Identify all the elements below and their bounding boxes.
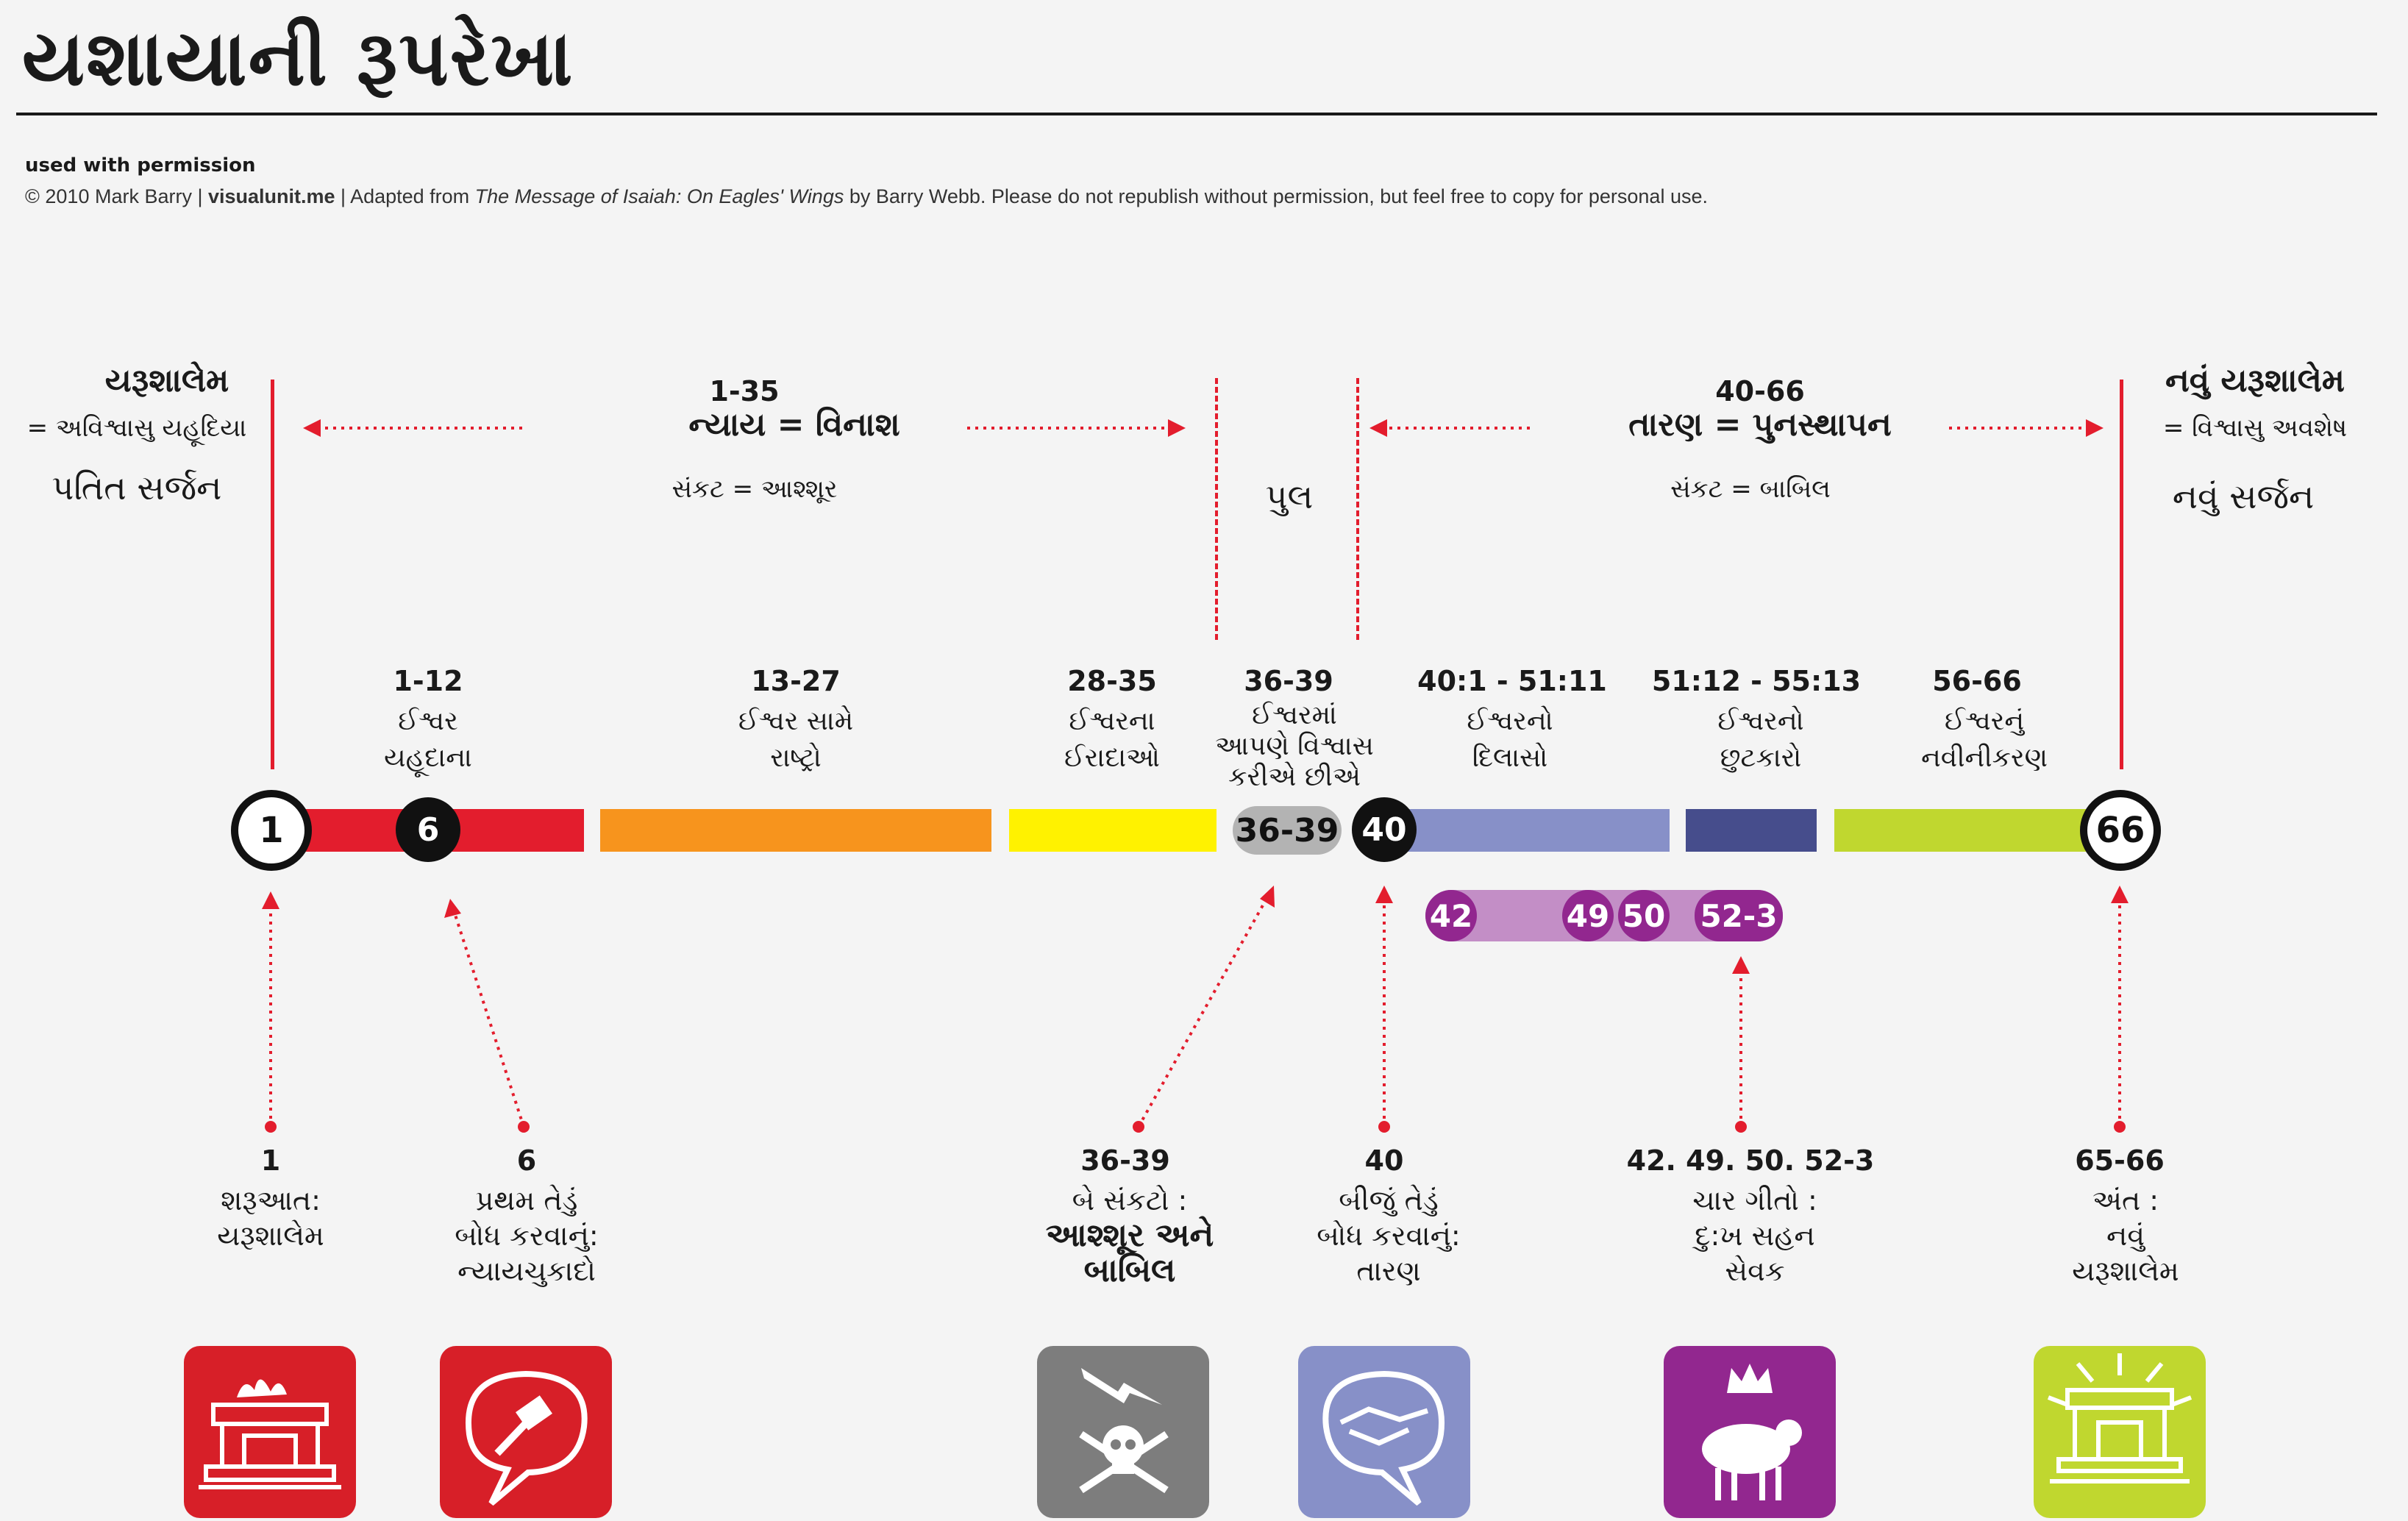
subnode-49: 49: [1562, 890, 1614, 941]
title-rule: [16, 113, 2377, 115]
radiant-temple-icon: [2034, 1346, 2206, 1518]
segment-name-2: ઈશ્વર સામે રાષ્ટ્રો: [738, 706, 854, 773]
bar-nations: [600, 809, 991, 852]
right-head: નવું યરૂશાલેમ: [2165, 362, 2345, 399]
salvation-sub: સંકટ = બાબિલ: [1670, 474, 1831, 504]
bottom-num-1: 1: [260, 1144, 281, 1177]
node-66: 66: [2080, 790, 2161, 871]
bridge-label: પુલ: [1265, 477, 1314, 516]
subnode-52-3: 52-3: [1695, 890, 1783, 941]
bottom-num-4: 40: [1364, 1144, 1404, 1177]
segment-num-3: 28-35: [1067, 665, 1157, 697]
salvation-num: 40-66: [1715, 375, 1805, 407]
segment-num-5: 40:1 - 51:11: [1417, 665, 1607, 697]
node-36-39: 36-39: [1233, 806, 1342, 855]
gavel-speech-icon: [440, 1346, 612, 1518]
handshake-speech-icon: [1298, 1346, 1470, 1518]
bridge-dash-left: [1215, 378, 1218, 640]
segment-num-7: 56-66: [1932, 665, 2022, 697]
temple-fire-icon: [184, 1346, 356, 1518]
bottom-text-1: શરૂઆત: યરૂશાલેમ: [217, 1184, 324, 1252]
segment-name-3: ઈશ્વરના ઈરાદાઓ: [1064, 706, 1160, 773]
crown-lamb-icon: [1664, 1346, 1836, 1518]
segment-name-4: ઈશ્વરમાં આપણે વિશ્વાસ કરીએ છીએ: [1215, 700, 1374, 792]
segment-name-5: ઈશ્વરનો દિલાસો: [1467, 706, 1553, 773]
node-6: 6: [396, 797, 460, 862]
subnode-42: 42: [1425, 890, 1477, 941]
subnode-50: 50: [1618, 890, 1670, 941]
bottom-num-6: 65-66: [2075, 1144, 2165, 1177]
end-line: [2120, 380, 2123, 769]
left-sub: = અવિશ્વાસુ યહૂદિયા: [26, 413, 247, 443]
right-big: નવું સર્જન: [2172, 477, 2315, 516]
left-big: પતિત સર્જન: [51, 468, 222, 507]
credit-line: © 2010 Mark Barry | visualunit.me | Adap…: [25, 185, 1708, 208]
judgment-num: 1-35: [709, 375, 780, 407]
segment-name-1: ઈશ્વર યહૂદાના: [384, 706, 472, 773]
bottom-num-5: 42. 49. 50. 52-3: [1626, 1144, 1875, 1177]
segment-num-4: 36-39: [1244, 665, 1333, 697]
segment-num-1: 1-12: [393, 665, 463, 697]
segment-name-6: ઈશ્વરનો છુટકારો: [1717, 706, 1804, 773]
judgment-sub: સંકટ = આશ્શૂર: [672, 474, 838, 504]
bottom-num-2: 6: [516, 1144, 537, 1177]
node-1: 1: [231, 790, 312, 871]
bottom-text-2: પ્રથમ તેડું બોધ કરવાનું: ન્યાયચુકાદો: [455, 1184, 599, 1287]
bridge-dash-right: [1356, 378, 1359, 640]
permission-note: used with permission: [25, 154, 256, 177]
segment-name-7: ઈશ્વરનું નવીનીકરણ: [1920, 706, 2048, 773]
skull-lightning-icon: [1037, 1346, 1209, 1518]
credit-site: visualunit.me: [208, 185, 335, 207]
bottom-num-3: 36-39: [1080, 1144, 1170, 1177]
bottom-text-3: બે સંકટો : આશ્શૂર અને બાબિલ: [1045, 1184, 1214, 1289]
bar-comfort: [1384, 809, 1670, 852]
credit-suffix: by Barry Webb. Please do not republish w…: [844, 185, 1708, 207]
right-sub: = વિશ્વાસુ અવશેષ: [2162, 413, 2348, 443]
judgment-head: ન્યાય = વિનાશ: [688, 406, 900, 444]
credit-mid: | Adapted from: [335, 185, 475, 207]
node-40: 40: [1352, 797, 1417, 862]
credit-book: The Message of Isaiah: On Eagles' Wings: [474, 185, 844, 207]
page-title: યશાયાની રૂપરેખા: [22, 13, 574, 103]
segment-num-2: 13-27: [751, 665, 841, 697]
segment-num-6: 51:12 - 55:13: [1651, 665, 1862, 697]
bottom-text-4: બીજું તેડું બોધ કરવાનું: તારણ: [1317, 1184, 1461, 1287]
bar-deliverance: [1686, 809, 1817, 852]
left-head: યરૂશાલેમ: [104, 362, 229, 399]
bottom-text-6: અંત : નવું યરૂશાલેમ: [2072, 1184, 2179, 1287]
bar-purposes: [1009, 809, 1217, 852]
bar-renewal: [1834, 809, 2120, 852]
bottom-text-5: ચાર ગીતો : દુ:ખ સહન સેવક: [1692, 1184, 1817, 1287]
start-line: [271, 380, 274, 769]
salvation-head: તારણ = પુનસ્થાપન: [1628, 406, 1892, 444]
credit-prefix: © 2010 Mark Barry |: [25, 185, 208, 207]
